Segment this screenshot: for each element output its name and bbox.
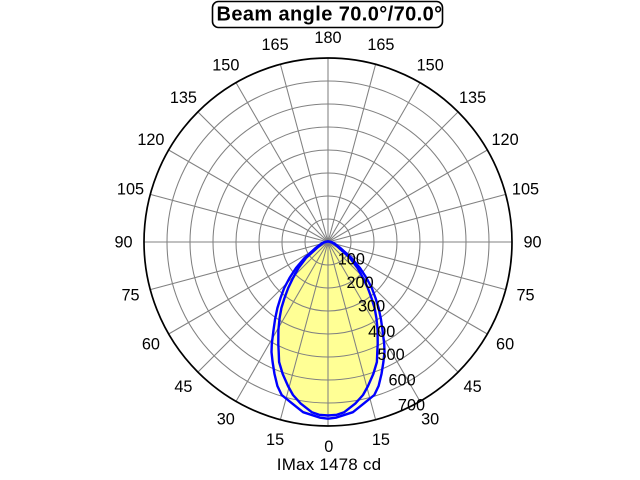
svg-text:300: 300 <box>358 297 385 315</box>
svg-text:165: 165 <box>262 36 289 54</box>
svg-text:30: 30 <box>217 411 235 429</box>
svg-text:75: 75 <box>516 286 534 304</box>
svg-text:150: 150 <box>212 56 239 74</box>
svg-text:Beam angle 70.0°/70.0°: Beam angle 70.0°/70.0° <box>216 4 442 26</box>
svg-text:105: 105 <box>117 181 144 199</box>
svg-text:120: 120 <box>137 131 164 149</box>
svg-text:0: 0 <box>324 438 333 456</box>
svg-text:45: 45 <box>174 378 192 396</box>
svg-text:90: 90 <box>523 233 541 251</box>
svg-text:60: 60 <box>142 336 160 354</box>
svg-text:IMax 1478 cd: IMax 1478 cd <box>277 455 381 474</box>
svg-text:600: 600 <box>389 371 416 389</box>
svg-text:180: 180 <box>314 29 341 47</box>
svg-text:15: 15 <box>266 431 284 449</box>
svg-text:90: 90 <box>114 233 132 251</box>
svg-text:135: 135 <box>170 89 197 107</box>
svg-text:105: 105 <box>512 181 539 199</box>
svg-text:60: 60 <box>496 336 514 354</box>
svg-text:500: 500 <box>378 346 405 364</box>
svg-text:120: 120 <box>492 131 519 149</box>
svg-text:75: 75 <box>121 286 139 304</box>
svg-text:45: 45 <box>464 378 482 396</box>
svg-text:200: 200 <box>347 274 374 292</box>
svg-text:15: 15 <box>372 431 390 449</box>
svg-text:700: 700 <box>398 396 425 414</box>
svg-text:135: 135 <box>459 89 486 107</box>
svg-text:100: 100 <box>338 251 365 269</box>
svg-text:165: 165 <box>367 36 394 54</box>
svg-text:150: 150 <box>417 56 444 74</box>
svg-text:400: 400 <box>368 323 395 341</box>
svg-text:30: 30 <box>421 411 439 429</box>
